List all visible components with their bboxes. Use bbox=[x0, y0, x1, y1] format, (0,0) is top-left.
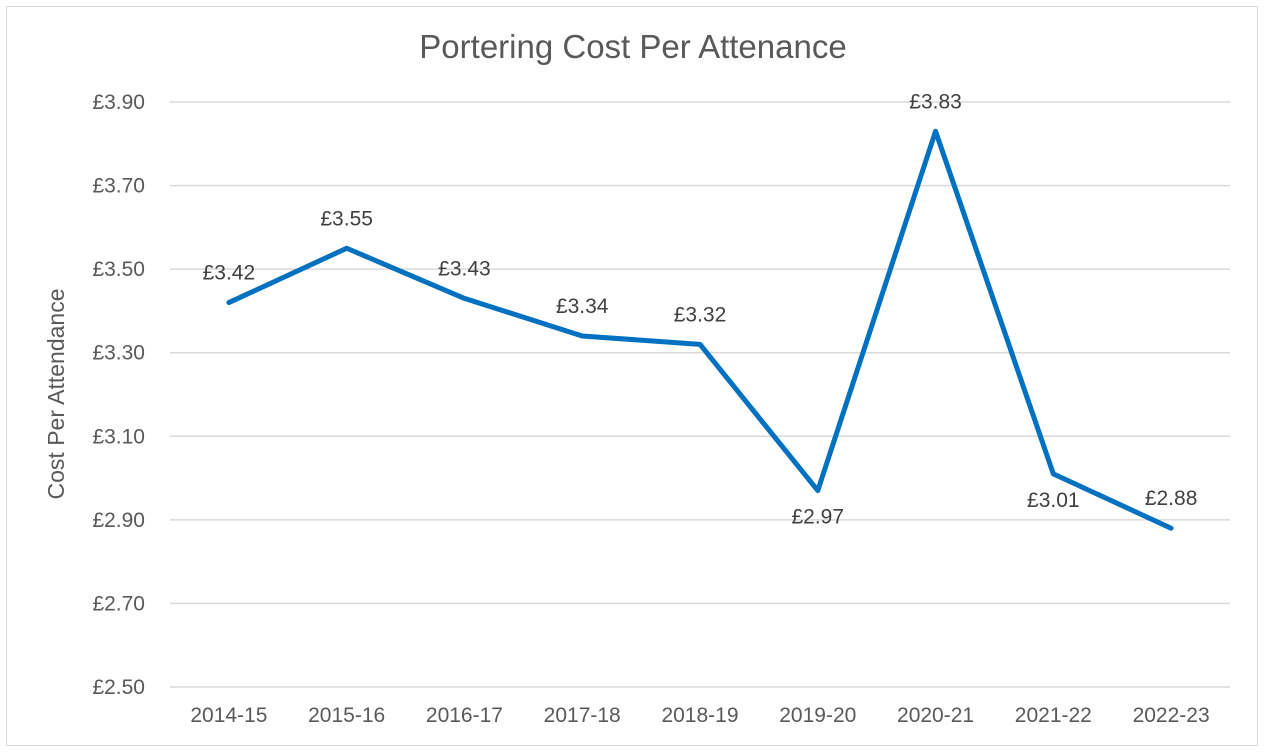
x-tick-label: 2014-15 bbox=[190, 704, 267, 727]
y-tick-label: £2.50 bbox=[92, 676, 145, 699]
y-tick-label: £2.70 bbox=[92, 592, 145, 615]
data-label: £3.32 bbox=[674, 303, 727, 326]
data-label: £2.88 bbox=[1145, 487, 1198, 510]
y-tick-label: £3.30 bbox=[92, 342, 145, 365]
chart-title: Portering Cost Per Attenance bbox=[419, 28, 846, 65]
y-tick-label: £3.70 bbox=[92, 175, 145, 198]
x-tick-label: 2017-18 bbox=[544, 704, 621, 727]
chart-border bbox=[6, 6, 1258, 746]
data-label: £3.01 bbox=[1027, 489, 1080, 512]
data-labels: £3.42 £3.55 £3.43 £3.34 £3.32 £2.97 £3.83 £3.01… bbox=[203, 90, 1198, 528]
y-axis-title: Cost Per Attendance bbox=[43, 289, 69, 500]
x-tick-label: 2020-21 bbox=[897, 704, 974, 727]
data-label: £3.83 bbox=[909, 90, 962, 113]
x-tick-label: 2022-23 bbox=[1133, 704, 1210, 727]
x-tick-label: 2019-20 bbox=[779, 704, 856, 727]
x-tick-label: 2018-19 bbox=[661, 704, 738, 727]
data-label: £2.97 bbox=[791, 506, 844, 529]
cost-per-attendance-line bbox=[226, 128, 1174, 531]
gridlines bbox=[170, 101, 1230, 688]
y-axis-tick-labels: £2.50 £2.70 £2.90 £3.10 £3.30 £3.50 £3.70 £3.90 bbox=[92, 91, 145, 699]
x-tick-label: 2015-16 bbox=[308, 704, 385, 727]
y-tick-label: £3.90 bbox=[92, 91, 145, 114]
x-tick-label: 2021-22 bbox=[1015, 704, 1092, 727]
data-label: £3.34 bbox=[556, 295, 609, 318]
y-tick-label: £2.90 bbox=[92, 509, 145, 532]
y-tick-label: £3.50 bbox=[92, 258, 145, 281]
y-tick-label: £3.10 bbox=[92, 425, 145, 448]
data-label: £3.55 bbox=[320, 207, 373, 230]
data-label: £3.43 bbox=[438, 257, 491, 280]
x-tick-label: 2016-17 bbox=[426, 704, 503, 727]
x-axis-tick-labels: 2014-15 2015-16 2016-17 2017-18 2018-19 2019-… bbox=[190, 704, 1209, 727]
data-label: £3.42 bbox=[203, 262, 256, 285]
